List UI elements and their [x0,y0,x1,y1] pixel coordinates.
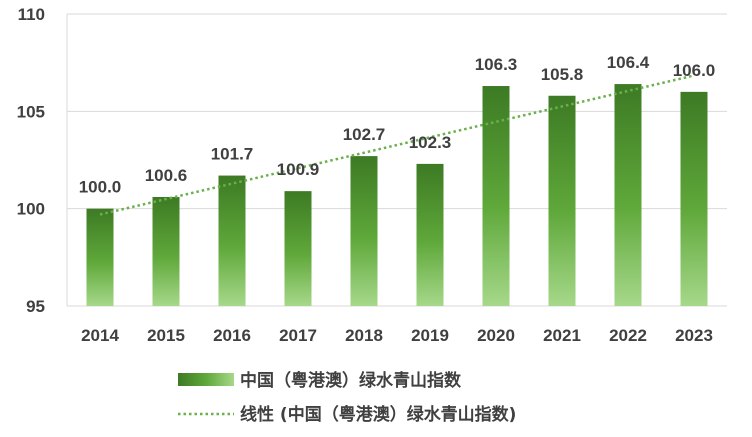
data-label-2017: 100.9 [277,160,320,179]
x-axis-ticks: 2014 2015 2016 2017 2018 2019 2020 2021 2022 2023 [81,326,713,345]
legend-swatch-bar [178,373,234,386]
data-labels: 100.0 100.6 101.7 100.9 102.7 102.3 106.3 105.8… [79,53,716,197]
x-tick-label-2022: 2022 [609,326,647,345]
bar-2022 [614,84,642,306]
y-tick-label: 100 [17,200,45,219]
data-label-2020: 106.3 [475,55,518,74]
bar-2019 [416,163,444,306]
bar-2017 [284,191,312,306]
bar-2021 [548,95,576,306]
data-label-2014: 100.0 [79,178,122,197]
data-label-2021: 105.8 [541,65,584,84]
data-label-2015: 100.6 [145,166,188,185]
data-label-2016: 101.7 [211,145,254,164]
bars [86,84,708,306]
x-tick-label-2019: 2019 [411,326,449,345]
bar-2023 [680,91,708,306]
data-label-2022: 106.4 [607,53,650,72]
x-tick-label-2016: 2016 [213,326,251,345]
x-tick-label-2023: 2023 [675,326,713,345]
y-axis-ticks: 95 100 105 110 [17,5,45,316]
x-tick-label-2021: 2021 [543,326,581,345]
y-tick-label: 110 [18,5,45,24]
y-tick-label: 95 [26,297,45,316]
trendline-linear [99,74,695,216]
bar-2015 [152,196,180,306]
bar-2016 [218,175,246,306]
x-tick-label-2017: 2017 [279,326,317,345]
legend-label-bar: 中国（粤港澳）绿水青山指数 [240,370,462,391]
x-tick-label-2014: 2014 [81,326,119,345]
trendline [99,74,695,216]
data-label-2023: 106.0 [673,61,716,80]
x-tick-label-2015: 2015 [147,326,185,345]
x-tick-label-2020: 2020 [477,326,515,345]
bar-2018 [350,156,378,306]
bar-2014 [86,208,114,306]
bar-2020 [482,86,510,306]
x-tick-label-2018: 2018 [345,326,383,345]
legend: 中国（粤港澳）绿水青山指数 线性 (中国（粤港澳）绿水青山指数) [178,370,516,425]
y-tick-label: 105 [17,102,45,121]
data-label-2019: 102.3 [409,133,452,152]
data-label-2018: 102.7 [343,125,386,144]
legend-label-trend: 线性 (中国（粤港澳）绿水青山指数) [240,404,516,425]
